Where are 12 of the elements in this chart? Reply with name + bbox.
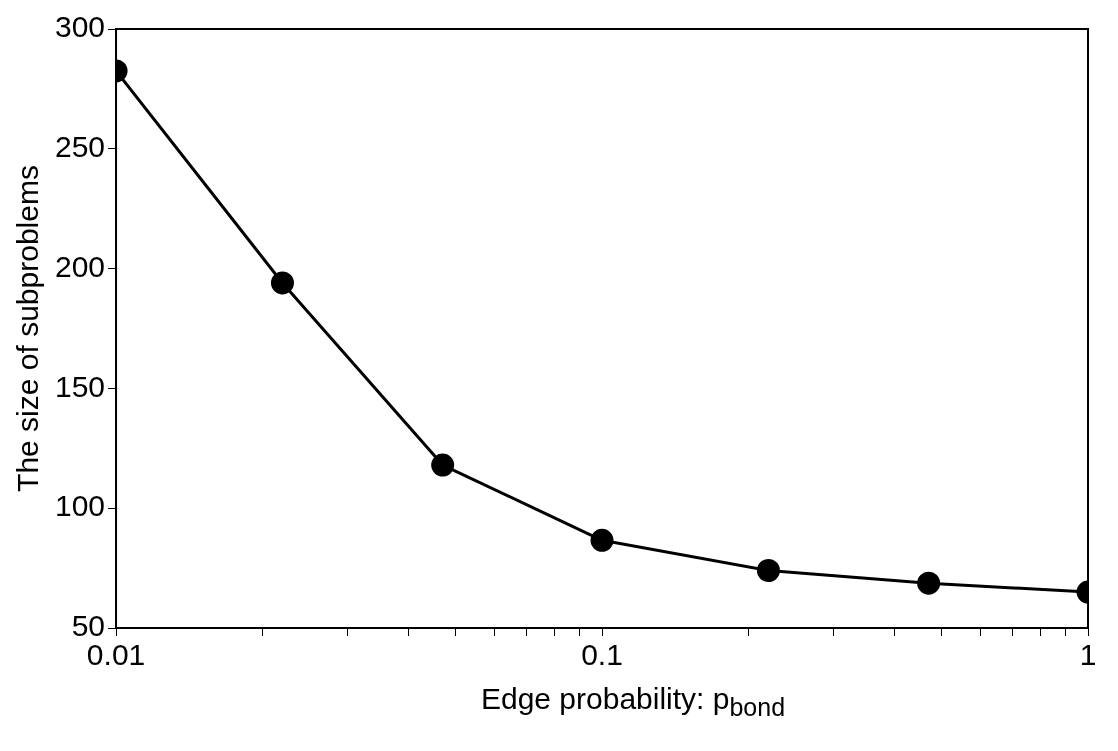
y-tick-label: 250 bbox=[54, 130, 106, 164]
y-tick-label: 150 bbox=[54, 369, 106, 403]
x-axis-title: Edge probability: p$_{bond}$ bbox=[479, 682, 787, 722]
y-tick-label: 200 bbox=[54, 249, 106, 283]
y-axis-title: The size of subproblems bbox=[11, 165, 45, 492]
x-tick-label: 1 bbox=[1079, 638, 1097, 672]
x-tick-label: 0.1 bbox=[581, 638, 623, 672]
point bbox=[590, 528, 614, 552]
y-tick-label: 100 bbox=[54, 489, 106, 523]
y-tick-label: 300 bbox=[54, 10, 106, 44]
point bbox=[270, 271, 294, 295]
point bbox=[431, 453, 455, 477]
